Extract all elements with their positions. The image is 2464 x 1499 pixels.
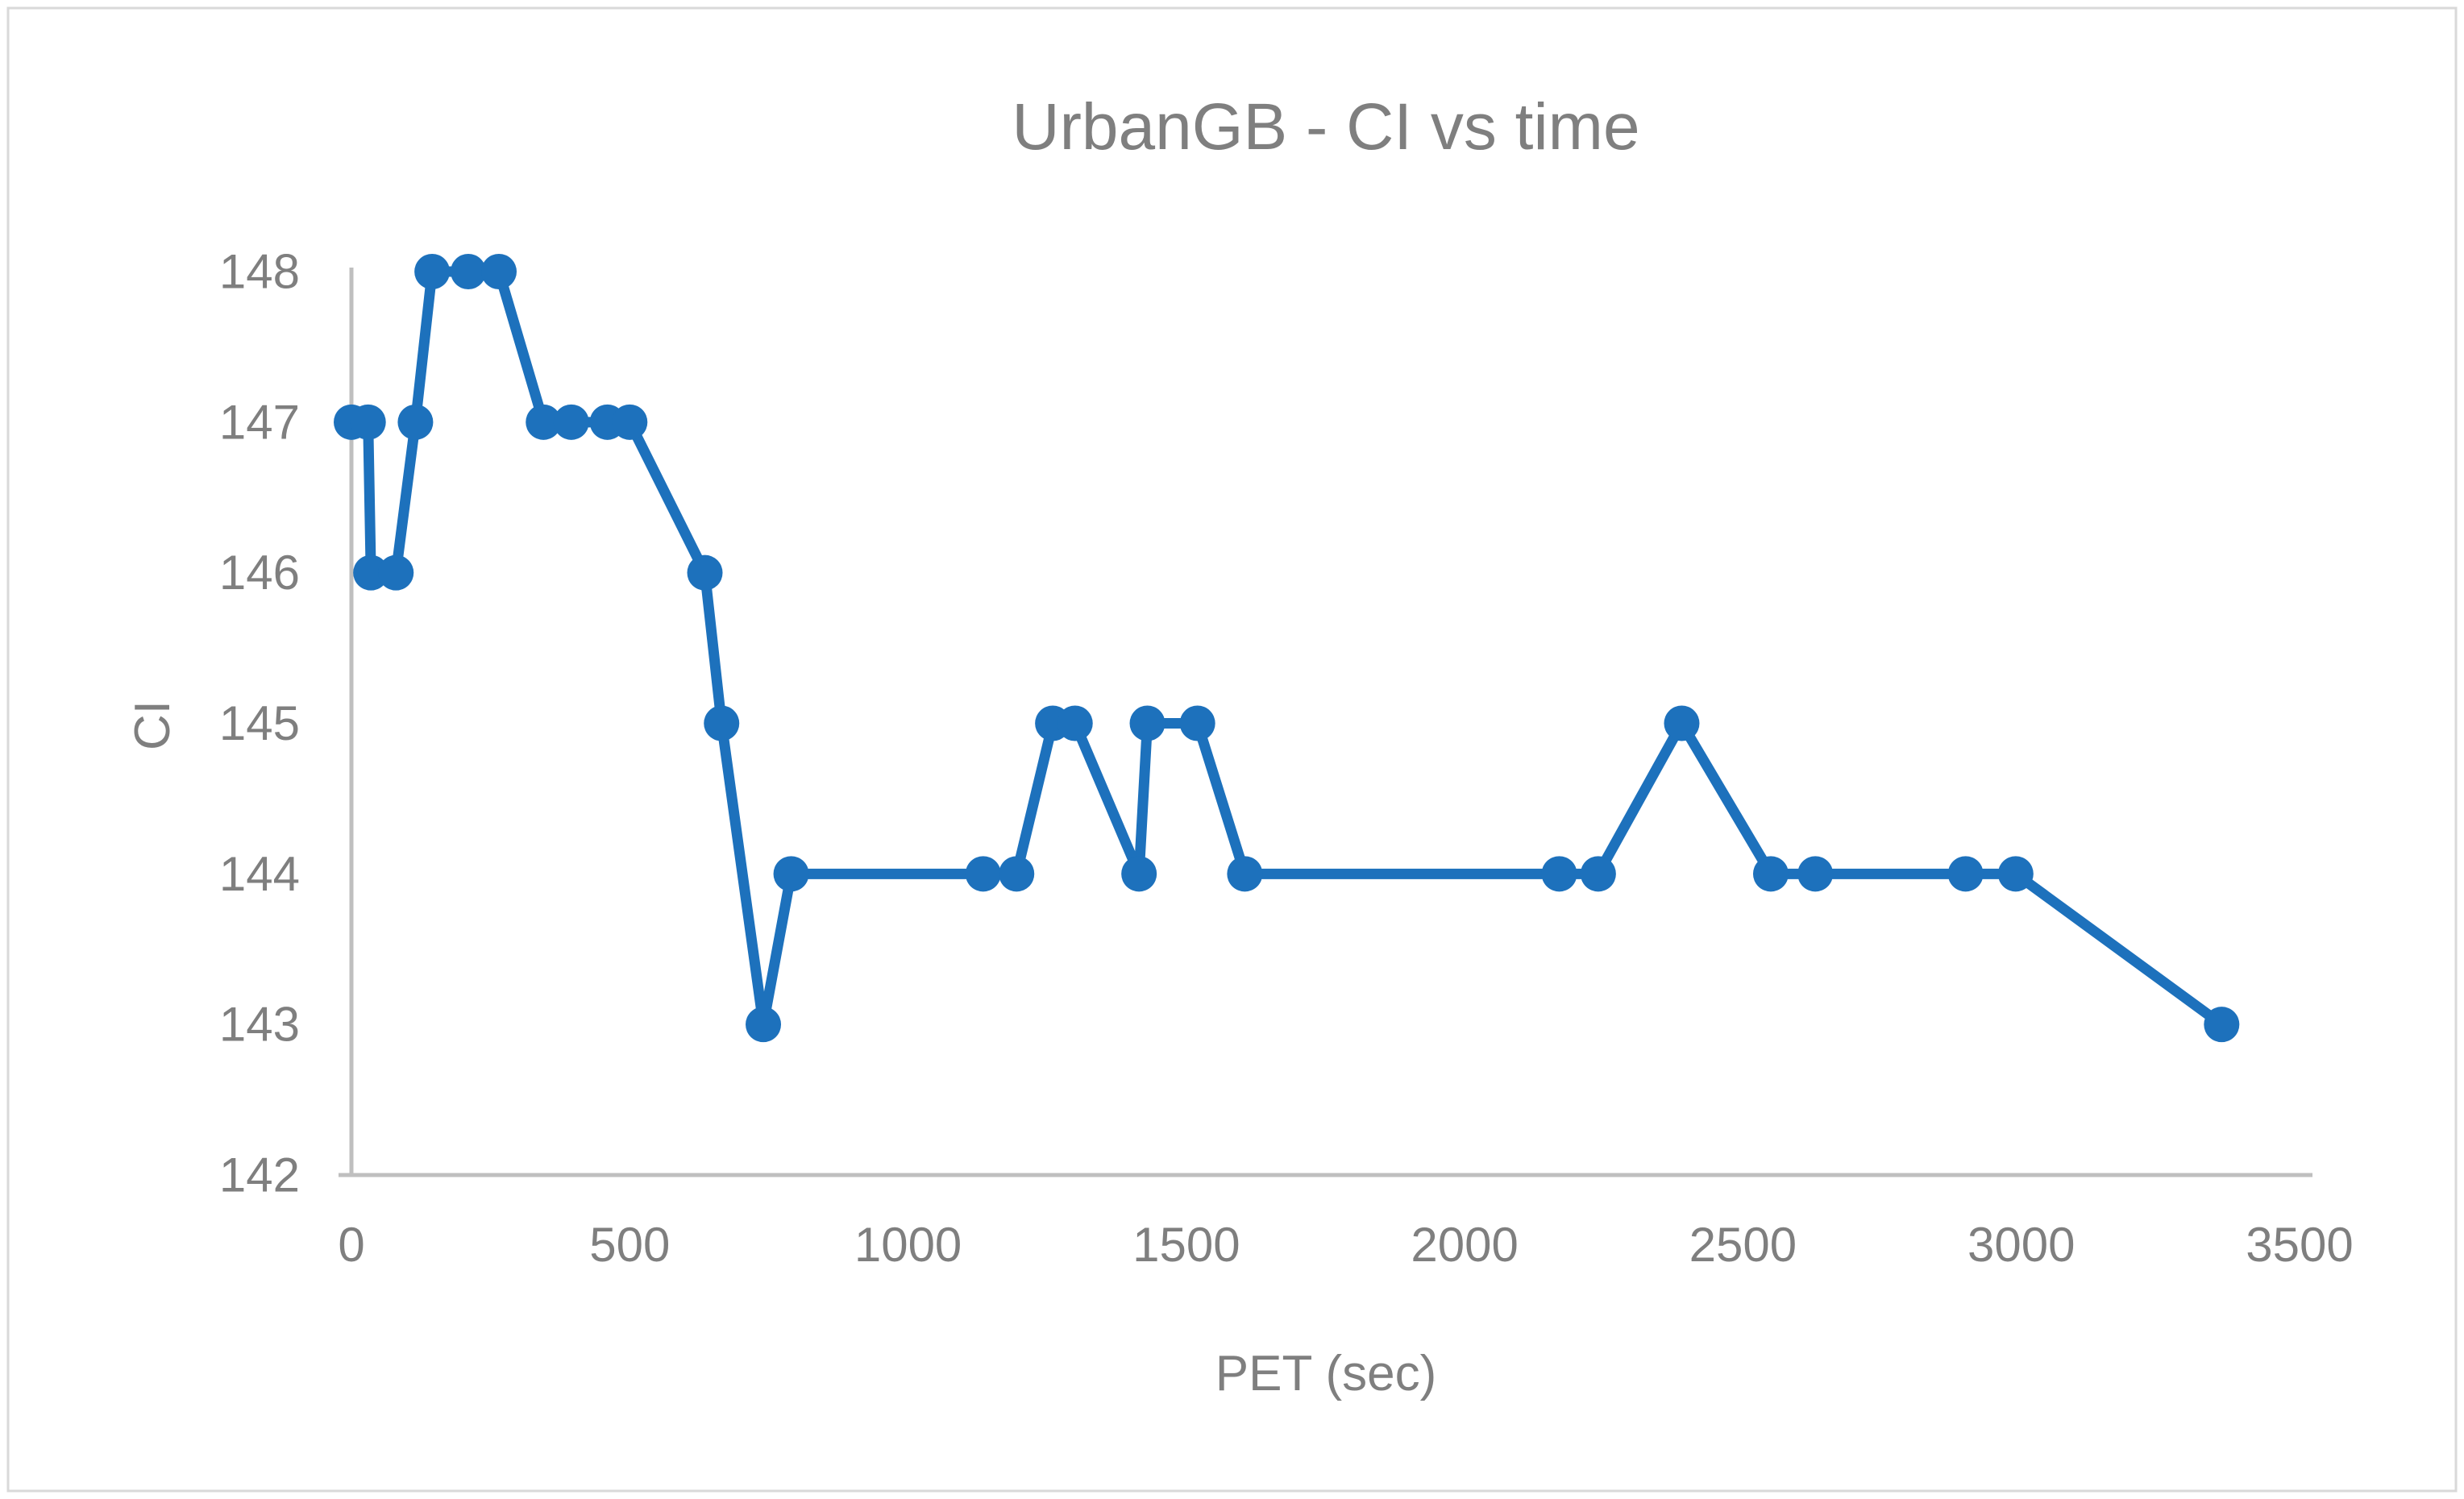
y-tick-label: 148 [219,245,300,299]
x-tick-label: 2500 [1689,1218,1797,1272]
series-ci [334,254,2240,1043]
data-point-marker [1797,856,1834,892]
data-point-marker [1541,856,1577,892]
data-point-marker [1580,856,1616,892]
x-tick-label: 3000 [1967,1218,2075,1272]
x-axis-tick-labels: 0 500 1000 1500 2000 2500 3000 3500 [338,1218,2353,1272]
y-tick-label: 142 [219,1148,300,1202]
data-point-marker [350,404,386,440]
data-point-marker [1057,705,1093,741]
data-point-marker [1227,856,1263,892]
data-point-marker [704,705,740,741]
data-point-marker [1129,705,1166,741]
data-point-marker [999,856,1035,892]
data-point-marker [1947,856,1984,892]
data-point-marker [2204,1007,2240,1043]
data-point-marker [1997,856,2034,892]
y-axis-tick-labels: 142 143 144 145 146 147 148 [219,245,300,1202]
data-point-marker [1179,705,1215,741]
x-tick-label: 500 [589,1218,670,1272]
data-point-marker [378,554,414,591]
data-point-marker [414,254,451,289]
data-point-marker [746,1007,782,1043]
x-axis-title: PET (sec) [1215,1346,1436,1401]
data-point-marker [553,404,589,440]
x-tick-label: 1500 [1132,1218,1240,1272]
chart-border [6,6,2458,1493]
data-point-marker [965,856,1001,892]
y-tick-label: 147 [219,395,300,449]
x-tick-label: 2000 [1411,1218,1518,1272]
data-point-marker [526,404,562,440]
data-point-marker [353,554,389,591]
x-tick-label: 3500 [2246,1218,2353,1272]
y-axis-title: CI [125,700,181,750]
data-point-marker [612,404,648,440]
y-tick-label: 145 [219,696,300,750]
data-point-marker [1752,856,1789,892]
data-point-marker [451,254,487,289]
series-line [351,266,2225,1030]
data-point-marker [773,856,809,892]
y-tick-label: 146 [219,546,300,600]
data-point-marker [1664,705,1700,741]
y-tick-label: 144 [219,847,300,901]
chart-title: UrbanGB - CI vs time [1012,90,1639,164]
x-tick-label: 0 [338,1218,364,1272]
data-point-marker [687,554,723,591]
y-tick-label: 143 [219,998,300,1052]
data-point-marker [397,404,434,440]
x-tick-label: 1000 [854,1218,962,1272]
data-point-marker [481,254,517,289]
data-point-marker [1121,856,1157,892]
